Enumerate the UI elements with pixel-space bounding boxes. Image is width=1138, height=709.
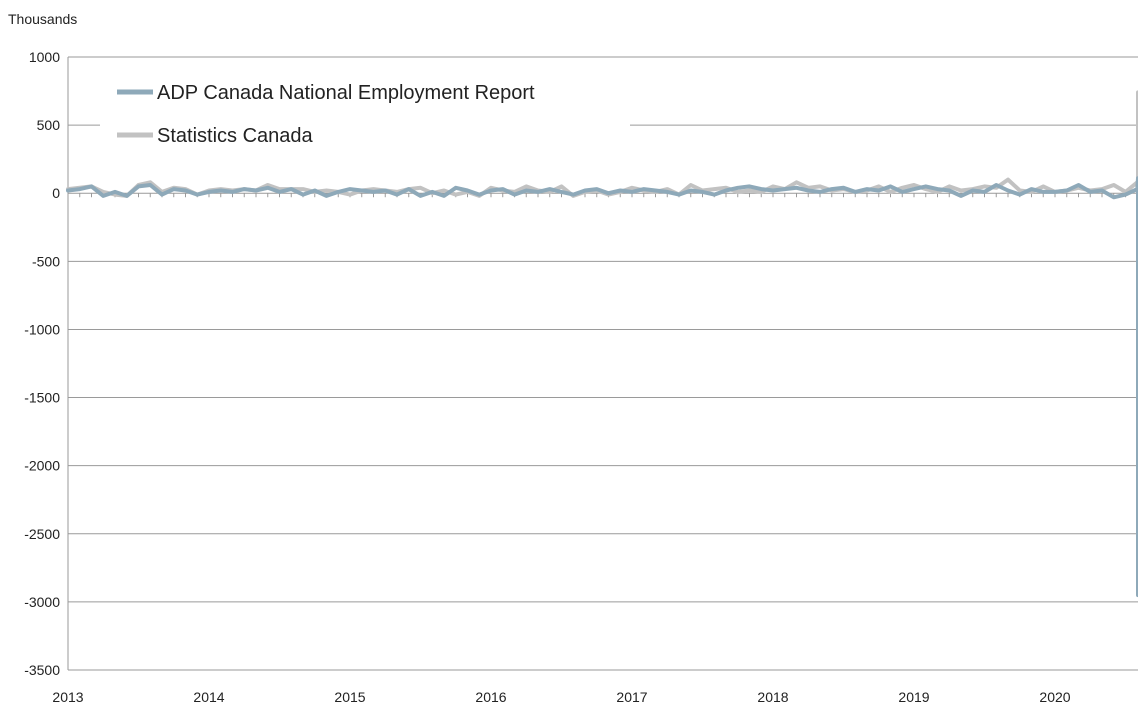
x-tick-label: 2020	[1039, 689, 1070, 705]
y-tick-label: -2000	[24, 458, 60, 474]
x-tick-label: 2016	[475, 689, 506, 705]
y-tick-label: -2500	[24, 526, 60, 542]
y-tick-label: -3000	[24, 594, 60, 610]
x-tick-label: 2014	[193, 689, 224, 705]
x-tick-label: 2013	[52, 689, 83, 705]
x-tick-label: 2018	[757, 689, 788, 705]
y-tick-label: -500	[32, 253, 60, 269]
x-tick-label: 2019	[898, 689, 929, 705]
legend: ADP Canada National Employment Report St…	[100, 70, 630, 160]
series-line-adp	[66, 176, 1138, 598]
x-tick-label: 2017	[616, 689, 647, 705]
x-tick-label: 2015	[334, 689, 365, 705]
legend-label-adp: ADP Canada National Employment Report	[157, 82, 535, 104]
legend-background	[100, 70, 630, 160]
y-axis-unit-label: Thousands	[8, 11, 77, 27]
axes: 1000 500 0 -500 -1000 -1500 -2000 -2500 -3000 -35…	[24, 49, 1138, 705]
y-tick-label: -1500	[24, 390, 60, 406]
y-tick-label: -3500	[24, 662, 60, 678]
y-tick-label: 1000	[29, 49, 60, 65]
series-lines	[66, 90, 1138, 598]
y-tick-label: 0	[52, 185, 60, 201]
y-tick-label: 500	[37, 117, 61, 133]
y-tick-label: -1000	[24, 321, 60, 337]
legend-label-statcan: Statistics Canada	[157, 125, 314, 147]
